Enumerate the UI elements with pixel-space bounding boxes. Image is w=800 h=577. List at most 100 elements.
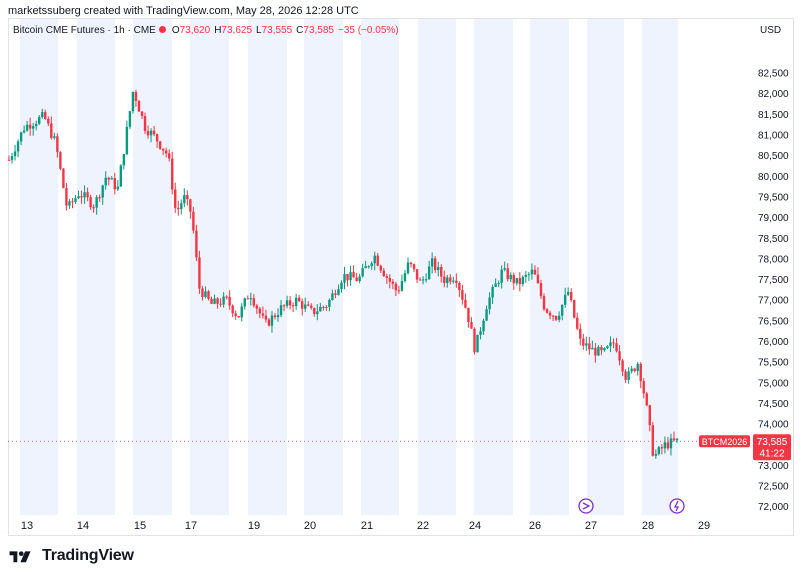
low-value: 73,555 (261, 25, 293, 36)
candle-body (639, 363, 642, 382)
x-tick-label: 29 (698, 520, 710, 532)
candle (530, 263, 534, 280)
candle (554, 315, 558, 322)
candle (352, 265, 355, 278)
candle (355, 272, 358, 282)
candle (518, 271, 522, 292)
candle (551, 314, 555, 322)
candle-body (261, 313, 265, 316)
candle (116, 180, 120, 191)
candle-body (322, 306, 325, 308)
candle (110, 176, 113, 180)
candle-body (424, 279, 428, 281)
lightning-icon[interactable] (669, 498, 685, 514)
candle (588, 336, 591, 355)
candle-body (648, 405, 651, 426)
candle (497, 280, 500, 288)
candle-body (500, 269, 503, 283)
candle-body (430, 258, 434, 267)
candle (149, 128, 153, 143)
candle-body (557, 315, 561, 320)
candle (485, 305, 488, 321)
candle (322, 305, 325, 311)
candle (660, 444, 664, 455)
candle-body (582, 338, 585, 346)
candle (243, 297, 246, 310)
candle-body (473, 328, 476, 353)
candle-body (270, 315, 274, 326)
candle (270, 311, 274, 333)
candle-body (373, 255, 376, 264)
session-bands (20, 19, 678, 515)
candle-body (382, 270, 386, 277)
candle (28, 117, 32, 136)
candle (219, 298, 222, 307)
candle-body (297, 297, 301, 302)
candle-body (600, 347, 603, 351)
event-markers (578, 498, 685, 514)
candle-body (427, 266, 431, 280)
y-tick-label: 81,500 (758, 110, 789, 121)
candle (62, 168, 65, 189)
candle-body (116, 186, 120, 190)
candle (415, 269, 419, 283)
candle-body (41, 112, 44, 118)
candle (479, 327, 482, 340)
candle-body (68, 201, 71, 206)
candle-body (515, 278, 519, 284)
candle-body (186, 195, 189, 200)
candle (44, 109, 47, 121)
candle (452, 276, 455, 284)
y-tick-label: 82,500 (758, 69, 789, 80)
candle-body (415, 269, 419, 280)
candle (68, 198, 71, 209)
candle (515, 278, 519, 286)
y-tick-label: 72,000 (758, 502, 789, 513)
candle (77, 190, 80, 200)
candle (621, 358, 624, 377)
candle-body (391, 281, 395, 284)
candle (279, 300, 283, 318)
dividend-arrow-icon[interactable] (578, 498, 594, 514)
candle-body (273, 315, 277, 318)
candle-body (560, 304, 564, 316)
candle-body (597, 347, 600, 356)
candle-body (624, 371, 627, 380)
candle (388, 274, 392, 289)
candle-body (355, 277, 358, 282)
candle-body (98, 197, 101, 199)
symbol-tag-text: BTCM2026 (702, 437, 748, 447)
y-tick-label: 76,000 (758, 337, 789, 348)
candle (521, 275, 525, 287)
candle (579, 323, 582, 346)
candle (600, 344, 603, 356)
candle-body (152, 130, 156, 135)
candle (240, 303, 243, 322)
candle-body (16, 141, 20, 152)
candle (164, 147, 168, 158)
currency-label[interactable]: USD (760, 25, 782, 36)
candle (258, 306, 262, 319)
tradingview-footer[interactable]: TradingView (8, 546, 134, 566)
candle-body (276, 315, 280, 318)
candle (536, 267, 540, 284)
candle-body (104, 177, 107, 186)
candle (285, 295, 289, 309)
candle (582, 333, 585, 350)
candle-body (388, 277, 392, 282)
session-band (642, 19, 678, 515)
session-band (418, 19, 456, 515)
candle (524, 270, 528, 283)
candle (488, 292, 491, 315)
candle-body (672, 438, 676, 441)
candle-body (155, 134, 159, 142)
candle (107, 176, 110, 186)
candle-body (594, 347, 597, 356)
candle (337, 284, 340, 296)
candle-body (313, 307, 316, 315)
candle-body (195, 230, 198, 258)
candle (161, 148, 165, 156)
candle-body (545, 309, 549, 313)
